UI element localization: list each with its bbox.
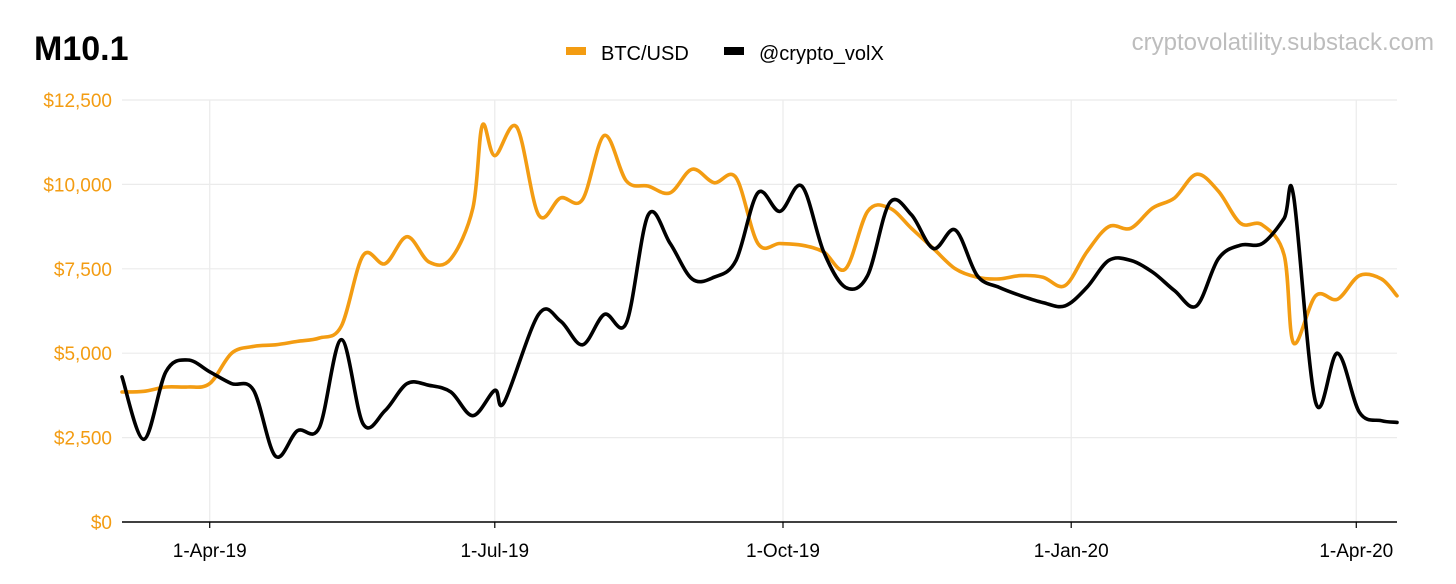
legend-label-crypto-volx: @crypto_volX — [759, 43, 884, 65]
legend: BTC/USD @crypto_volX — [566, 43, 884, 65]
watermark-text: cryptovolatility.substack.com — [1132, 29, 1434, 56]
series-line-crypto-volx — [120, 183, 1399, 460]
x-tick-label: 1-Jan-20 — [1034, 541, 1109, 562]
x-axis-ticks: 1-Apr-19 1-Jul-19 1-Oct-19 1-Jan-20 1-Apr-20 — [173, 522, 1393, 562]
legend-swatch-crypto-volx — [724, 47, 744, 55]
y-tick-label: $7,500 — [54, 260, 112, 281]
x-tick-label: 1-Apr-20 — [1319, 541, 1393, 562]
grid — [122, 99, 1397, 522]
series-lines — [120, 122, 1399, 460]
x-tick-label: 1-Jul-19 — [460, 541, 529, 562]
x-tick-label: 1-Apr-19 — [173, 541, 247, 562]
y-tick-label: $2,500 — [54, 429, 112, 450]
chart-title: M10.1 — [34, 30, 129, 68]
legend-swatch-btc-usd — [566, 47, 586, 55]
x-tick-label: 1-Oct-19 — [746, 541, 820, 562]
y-axis-ticks: $0 $2,500 $5,000 $7,500 $10,000 $12,500 — [43, 91, 112, 534]
y-tick-label: $10,000 — [43, 175, 112, 196]
y-tick-label: $5,000 — [54, 344, 112, 365]
y-tick-label: $0 — [91, 513, 112, 534]
legend-label-btc-usd: BTC/USD — [601, 43, 689, 65]
y-tick-label: $12,500 — [43, 91, 112, 112]
series-line-btc-usd — [120, 122, 1399, 394]
